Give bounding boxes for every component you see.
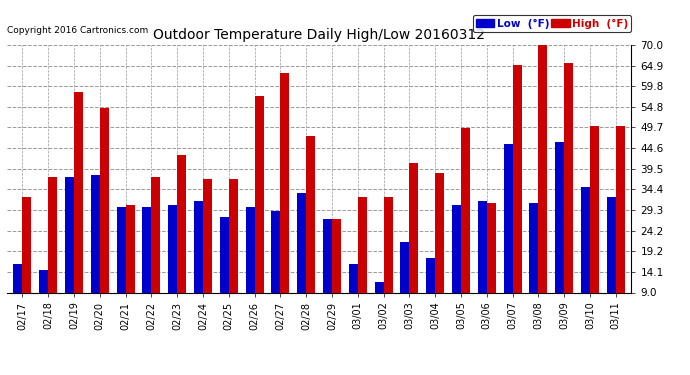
Bar (581, 187, 590, 329)
Bar (306, 136, 315, 329)
Bar (117, 207, 126, 329)
Bar (22, 197, 32, 329)
Bar (229, 179, 238, 329)
Bar (477, 201, 487, 329)
Bar (607, 197, 616, 329)
Bar (177, 154, 186, 329)
Bar (39, 270, 48, 329)
Bar (151, 177, 161, 329)
Bar (323, 219, 332, 329)
Bar (487, 203, 496, 329)
Bar (555, 142, 564, 329)
Bar (255, 96, 264, 329)
Bar (220, 217, 229, 329)
Bar (529, 203, 538, 329)
Bar (48, 177, 57, 329)
Bar (564, 63, 573, 329)
Bar (126, 205, 135, 329)
Bar (590, 126, 599, 329)
Bar (246, 207, 255, 329)
Bar (74, 92, 83, 329)
Bar (375, 282, 384, 329)
Bar (426, 258, 435, 329)
Bar (280, 74, 289, 329)
Bar (13, 264, 22, 329)
Bar (538, 45, 547, 329)
Bar (168, 205, 177, 329)
Bar (616, 126, 625, 329)
Bar (461, 128, 470, 329)
Bar (349, 264, 358, 329)
Bar (409, 163, 418, 329)
Bar (194, 201, 203, 329)
Text: Copyright 2016 Cartronics.com: Copyright 2016 Cartronics.com (7, 26, 148, 35)
Bar (142, 207, 151, 329)
Bar (297, 193, 306, 329)
Bar (452, 205, 461, 329)
Legend: Low  (°F), High  (°F): Low (°F), High (°F) (473, 15, 631, 32)
Bar (400, 242, 409, 329)
Bar (358, 197, 367, 329)
Bar (435, 173, 444, 329)
Bar (203, 179, 212, 329)
Bar (271, 211, 280, 329)
Bar (332, 219, 341, 329)
Bar (65, 177, 74, 329)
Bar (504, 144, 513, 329)
Bar (513, 65, 522, 329)
Bar (91, 175, 100, 329)
Title: Outdoor Temperature Daily High/Low 20160312: Outdoor Temperature Daily High/Low 20160… (153, 28, 485, 42)
Bar (100, 108, 109, 329)
Bar (384, 197, 393, 329)
